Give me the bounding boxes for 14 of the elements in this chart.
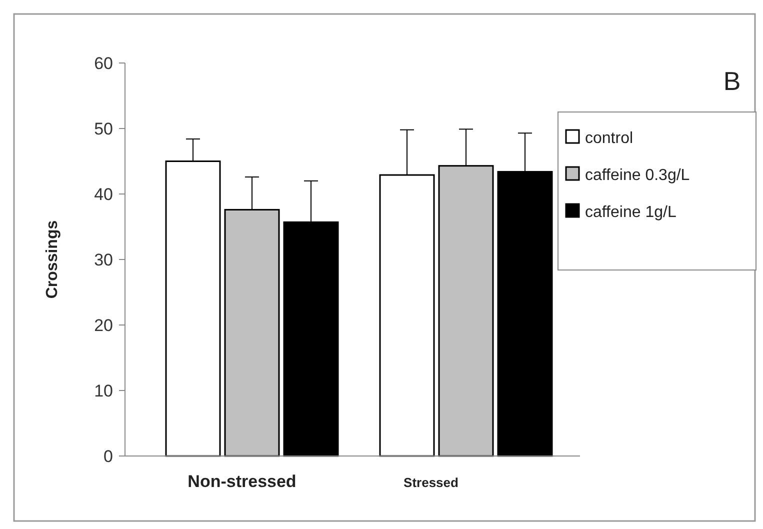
y-tick-label: 30 [94, 250, 113, 270]
y-tick-label: 0 [104, 447, 113, 466]
x-tick-label: Non-stressed [188, 472, 296, 491]
y-tick-label: 60 [94, 54, 113, 73]
legend-label: caffeine 1g/L [585, 204, 676, 221]
y-tick-label: 10 [94, 382, 113, 400]
x-tick-label: Stressed [404, 475, 459, 490]
legend-label: control [585, 130, 634, 147]
y-tick-label: 50 [94, 120, 113, 138]
text: B [723, 66, 741, 96]
y-tick-label: 20 [94, 316, 113, 335]
y-axis-title: Crossings [44, 220, 61, 299]
legend-label: caffeine 0.3g/L [585, 167, 690, 184]
y-tick-label: 40 [94, 185, 113, 204]
